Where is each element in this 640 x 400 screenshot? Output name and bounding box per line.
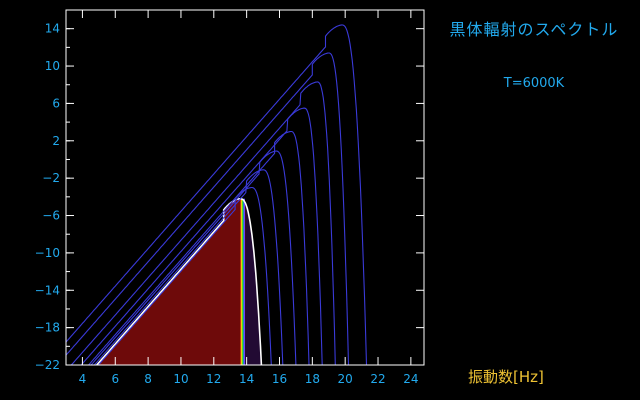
series-line-6 [70,81,336,365]
y-tick-label: −22 [35,358,60,372]
x-tick-label: 24 [403,372,418,386]
series-line-8 [66,24,368,365]
x-tick-label: 4 [79,372,87,386]
x-tick-label: 14 [239,372,254,386]
x-tick-label: 22 [370,372,385,386]
x-tick-label: 6 [111,372,119,386]
plot-area [66,24,368,365]
x-axis-label: 振動数[Hz] [468,368,544,386]
x-tick-label: 16 [272,372,287,386]
x-tick-label: 18 [305,372,320,386]
y-tick-label: −10 [35,246,60,260]
series-fill-tail [245,203,262,365]
series-line-2 [93,169,284,365]
x-tick-label: 20 [338,372,353,386]
x-tick-label: 8 [144,372,152,386]
y-tick-label: 14 [45,22,60,36]
series-fill-0 [93,198,262,365]
chart-title: 黒体輻射のスペクトル [449,20,619,39]
y-tick-label: −14 [35,283,60,297]
x-tick-label: 12 [206,372,221,386]
visible-spectrum-band [240,198,245,365]
series-line-7 [66,52,350,365]
y-tick-label: −2 [42,171,60,185]
x-tick-label: 10 [173,372,188,386]
y-tick-label: −18 [35,321,60,335]
y-tick-label: 10 [45,59,60,73]
series-line-1 [97,186,272,365]
series-line-5 [80,107,323,365]
y-tick-label: 6 [52,96,60,110]
y-tick-label: −6 [42,209,60,223]
series-line-3 [90,150,297,365]
y-tick-label: 2 [52,134,60,148]
series-line-highlight [95,197,263,365]
series-line-4 [87,130,310,365]
plot-frame [65,9,425,366]
temperature-label: T=6000K [503,76,565,91]
